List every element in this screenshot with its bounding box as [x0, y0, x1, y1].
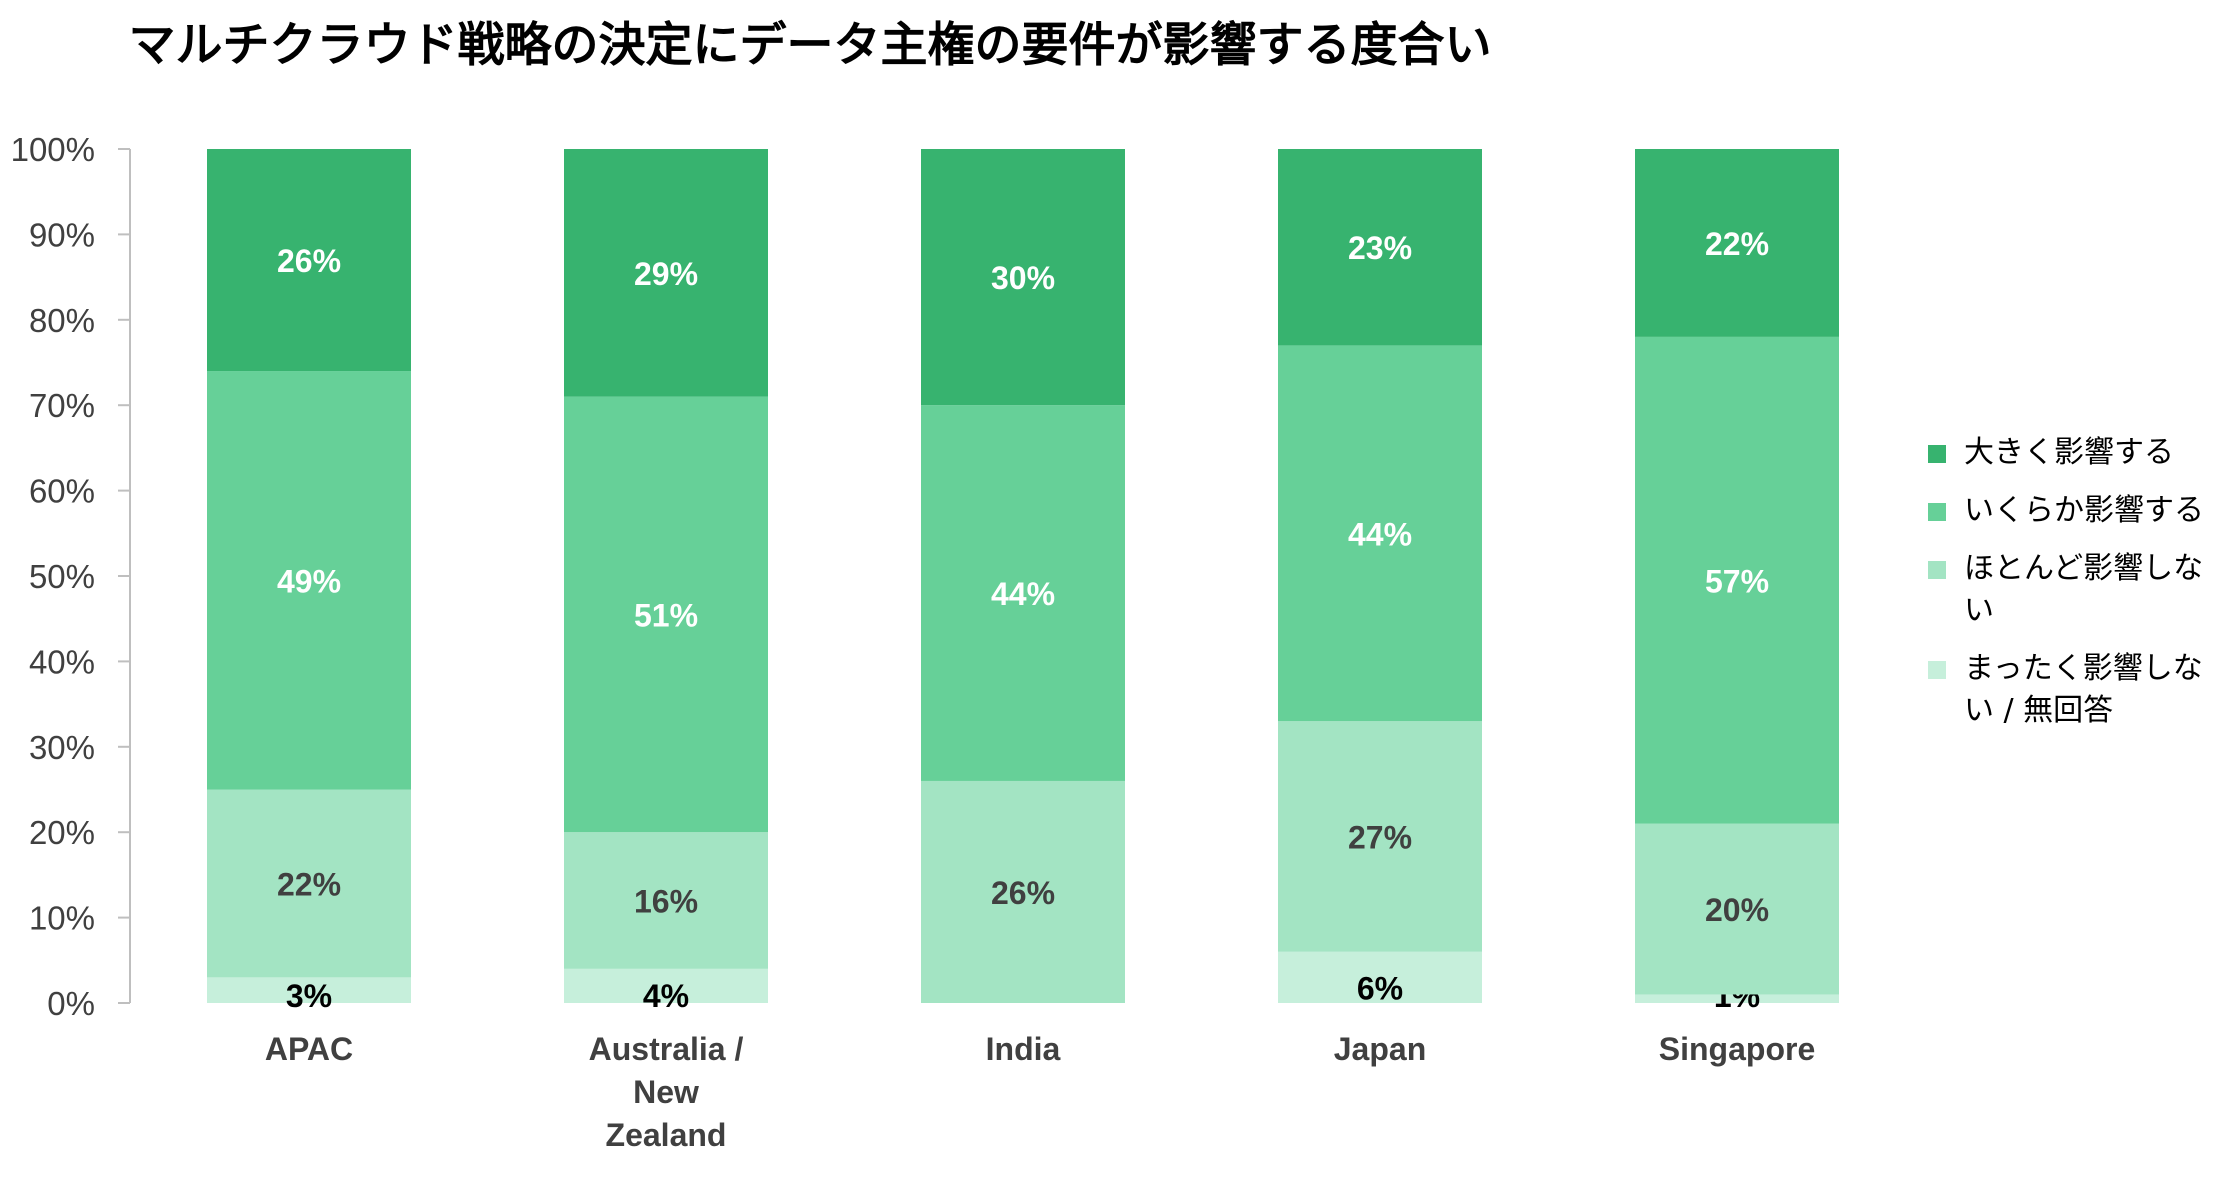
x-category-label: India — [986, 1031, 1061, 1067]
y-tick-label: 30% — [29, 729, 95, 766]
bar-segment — [207, 371, 411, 790]
data-label: 29% — [634, 256, 698, 292]
data-label: 49% — [277, 563, 341, 599]
bar-segment — [1635, 994, 1839, 1003]
bar-segment — [207, 149, 411, 372]
data-label: 26% — [277, 243, 341, 279]
x-category-label: Singapore — [1659, 1031, 1815, 1067]
bar-segment — [564, 396, 768, 833]
y-tick-label: 20% — [29, 814, 95, 851]
x-category-label: APAC — [265, 1031, 353, 1067]
data-label: 6% — [1357, 970, 1403, 1006]
data-label: 16% — [634, 884, 698, 920]
legend-item-major: 大きく影響する — [1928, 432, 2216, 474]
x-category-label: Japan — [1334, 1031, 1426, 1067]
x-category-label: New — [633, 1074, 699, 1110]
bar-segment — [564, 832, 768, 969]
legend-item-little: ほとんど影響しない — [1928, 548, 2216, 632]
data-label: 30% — [991, 260, 1055, 296]
legend-label-some: いくらか影響する — [1964, 493, 2204, 528]
legend-label-major: 大きく影響する — [1964, 435, 2174, 470]
x-category-label: Zealand — [606, 1117, 727, 1153]
data-label: 51% — [634, 597, 698, 633]
data-label: 27% — [1348, 819, 1412, 855]
data-label: 44% — [991, 576, 1055, 612]
y-tick-label: 50% — [29, 558, 95, 595]
legend-item-none: まったく影響しない / 無回答 — [1928, 648, 2216, 732]
bar-segment — [1278, 721, 1482, 952]
y-tick-label: 40% — [29, 643, 95, 680]
data-label: 3% — [286, 978, 332, 1014]
bar-segment — [207, 977, 411, 1003]
data-label: 44% — [1348, 516, 1412, 552]
legend-item-some: いくらか影響する — [1928, 490, 2216, 532]
legend-swatch-some — [1928, 503, 1946, 521]
bar-segment — [564, 968, 768, 1003]
legend-label-little: ほとんど影響しない — [1964, 551, 2204, 628]
y-tick-label: 90% — [29, 216, 95, 253]
y-tick-label: 60% — [29, 473, 95, 510]
data-label: 4% — [643, 978, 689, 1014]
bar-segment — [1278, 149, 1482, 346]
bar-segment — [1278, 345, 1482, 722]
legend-swatch-none — [1928, 661, 1946, 679]
y-tick-label: 80% — [29, 302, 95, 339]
bar-segment — [921, 149, 1125, 406]
legend: 大きく影響する いくらか影響する ほとんど影響しない まったく影響しない / 無… — [1928, 432, 2216, 748]
legend-label-none: まったく影響しない / 無回答 — [1964, 651, 2203, 728]
data-label: 26% — [991, 875, 1055, 911]
legend-swatch-little — [1928, 561, 1946, 579]
data-label: 20% — [1705, 892, 1769, 928]
bar-segment — [1278, 951, 1482, 1003]
bar-segment — [1635, 336, 1839, 824]
data-label: 23% — [1348, 230, 1412, 266]
y-tick-label: 100% — [11, 131, 95, 168]
y-tick-label: 70% — [29, 387, 95, 424]
bar-segment — [921, 780, 1125, 1003]
y-tick-label: 0% — [47, 985, 95, 1022]
bar-segment — [1635, 149, 1839, 337]
legend-swatch-major — [1928, 445, 1946, 463]
y-tick-label: 10% — [29, 900, 95, 937]
data-label: 57% — [1705, 563, 1769, 599]
bar-segment — [564, 149, 768, 397]
data-label: 22% — [277, 866, 341, 902]
bar-segment — [207, 789, 411, 978]
bar-segment — [921, 405, 1125, 781]
x-category-label: Australia / — [589, 1031, 744, 1067]
chart-title: マルチクラウド戦略の決定にデータ主権の要件が影響する度合い — [128, 18, 1492, 73]
data-label: 22% — [1705, 226, 1769, 262]
bar-segment — [1635, 823, 1839, 995]
